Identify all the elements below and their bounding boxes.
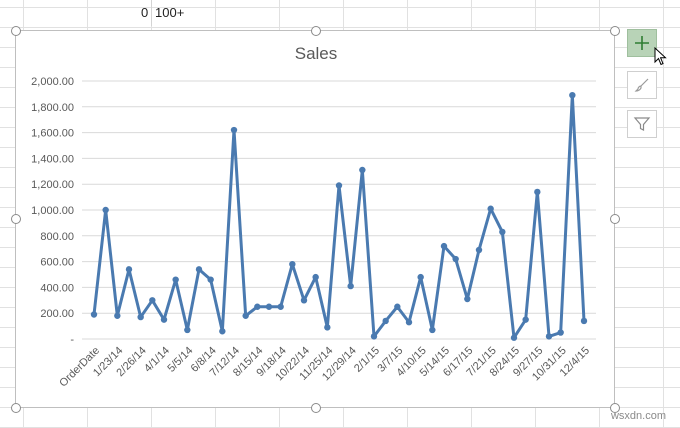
data-point [230,126,238,134]
x-tick-label: 5/5/14 [165,345,195,375]
y-tick-label: 200.00 [40,308,74,320]
cell-value-b[interactable]: 100+ [155,5,185,20]
data-point [242,312,249,319]
data-point [90,311,98,318]
paintbrush-icon [634,78,649,92]
data-point [219,328,226,335]
resize-handle-top-right[interactable] [610,26,620,36]
data-point [207,276,214,283]
data-point [265,303,273,310]
data-point [335,182,343,189]
data-point [172,276,179,283]
data-point [417,273,424,281]
data-point [545,333,553,340]
x-tick-label: 4/1/14 [142,345,172,375]
data-point [557,329,564,336]
data-point [347,282,354,290]
y-tick-label: 1,200.00 [31,179,74,191]
data-point [125,266,133,273]
data-point [429,326,436,334]
data-point [195,266,203,273]
data-point [149,297,156,304]
resize-handle-left[interactable] [11,214,21,224]
mouse-cursor-icon [654,47,667,66]
data-point [370,333,378,340]
data-point [114,312,121,319]
data-point [254,303,261,310]
data-point [569,91,576,99]
series-line [92,93,586,340]
data-point [277,303,284,310]
data-point [499,228,506,236]
y-tick-label: - [70,334,74,346]
chart-styles-button[interactable] [627,71,657,99]
data-point [184,326,191,334]
plus-icon [635,36,649,50]
data-point [324,324,331,331]
data-point [475,246,483,254]
sales-chart-svg: Sales - 200.00 400.00 600.00 800.00 1,000.00 1,… [31,44,596,389]
chart-filters-button[interactable] [627,110,657,138]
data-point [510,334,518,341]
data-point [289,260,296,268]
data-point [312,273,319,281]
data-point [452,255,459,263]
data-point [102,206,109,214]
cell-divider [151,0,152,26]
data-point [534,188,541,196]
y-tick-label: 1,600.00 [31,128,74,140]
data-point [382,317,389,325]
resize-handle-top-left[interactable] [11,26,21,36]
y-tick-label: 400.00 [40,282,74,294]
data-point [394,303,401,310]
y-tick-label: 800.00 [40,231,74,243]
chart-elements-button[interactable] [627,29,657,57]
data-point [405,319,413,326]
x-tick-label: 2/1/15 [352,345,382,375]
data-point [487,205,494,212]
data-point [300,297,308,304]
y-tick-label: 2,000.00 [31,76,74,88]
data-point [137,313,144,321]
resize-handle-right[interactable] [610,214,620,224]
chart-title: Sales [295,44,338,63]
data-point [440,242,448,250]
data-point [359,166,366,174]
data-point [160,316,168,323]
data-point [464,295,471,303]
data-point [522,316,529,323]
resize-handle-bottom-left[interactable] [11,403,21,413]
filter-icon [633,117,651,131]
y-tick-label: 1,800.00 [31,102,74,114]
resize-handle-bottom-right[interactable] [610,403,620,413]
y-tick-label: 600.00 [40,257,74,269]
resize-handle-top[interactable] [311,26,321,36]
y-tick-label: 1,400.00 [31,153,74,165]
sales-chart[interactable]: Sales - 200.00 400.00 600.00 800.00 1,000.00 1,… [15,30,615,408]
y-tick-label: 1,000.00 [31,205,74,217]
cell-value-a[interactable]: 0 [141,5,149,20]
data-point [580,317,588,325]
resize-handle-bottom[interactable] [311,403,321,413]
watermark-text: wsxdn.com [610,410,666,422]
